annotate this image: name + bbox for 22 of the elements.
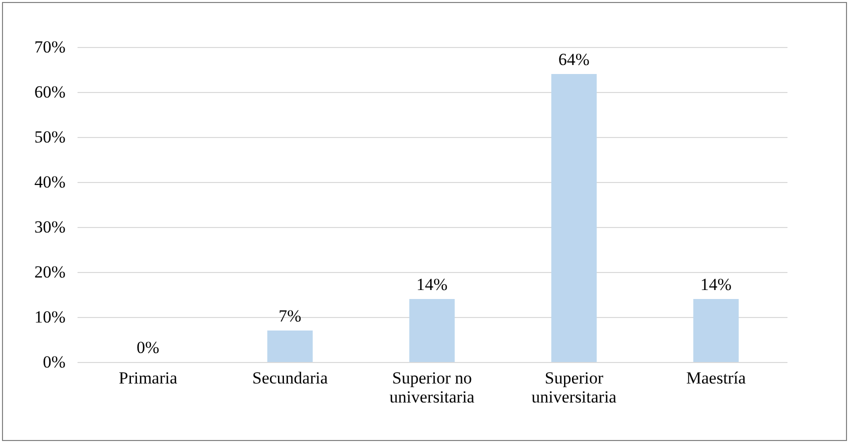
y-tick-label: 50% [34,128,66,146]
y-tick-label: 30% [34,218,66,236]
x-tick-label: Secundaria [252,368,328,388]
data-label: 7% [278,306,302,326]
bar [693,299,739,362]
y-tick-label: 20% [34,262,66,282]
y-tick-label: 0% [42,352,66,372]
bar [551,74,597,362]
x-tick-label: Superior universitaria [532,368,617,406]
data-label: 0% [136,338,160,357]
bar [409,299,455,362]
data-label: 14% [416,275,448,294]
y-tick-label: 70% [34,38,66,56]
data-label: 14% [700,275,732,294]
bar [267,330,313,362]
y-tick-label: 10% [34,308,66,326]
x-tick-label: Superior no universitaria [390,368,475,406]
y-tick-label: 60% [34,82,66,102]
x-tick-label: Primaria [118,368,178,388]
x-tick-label: Maestría [686,368,746,388]
y-tick-label: 40% [34,172,66,192]
data-label: 64% [558,50,590,69]
